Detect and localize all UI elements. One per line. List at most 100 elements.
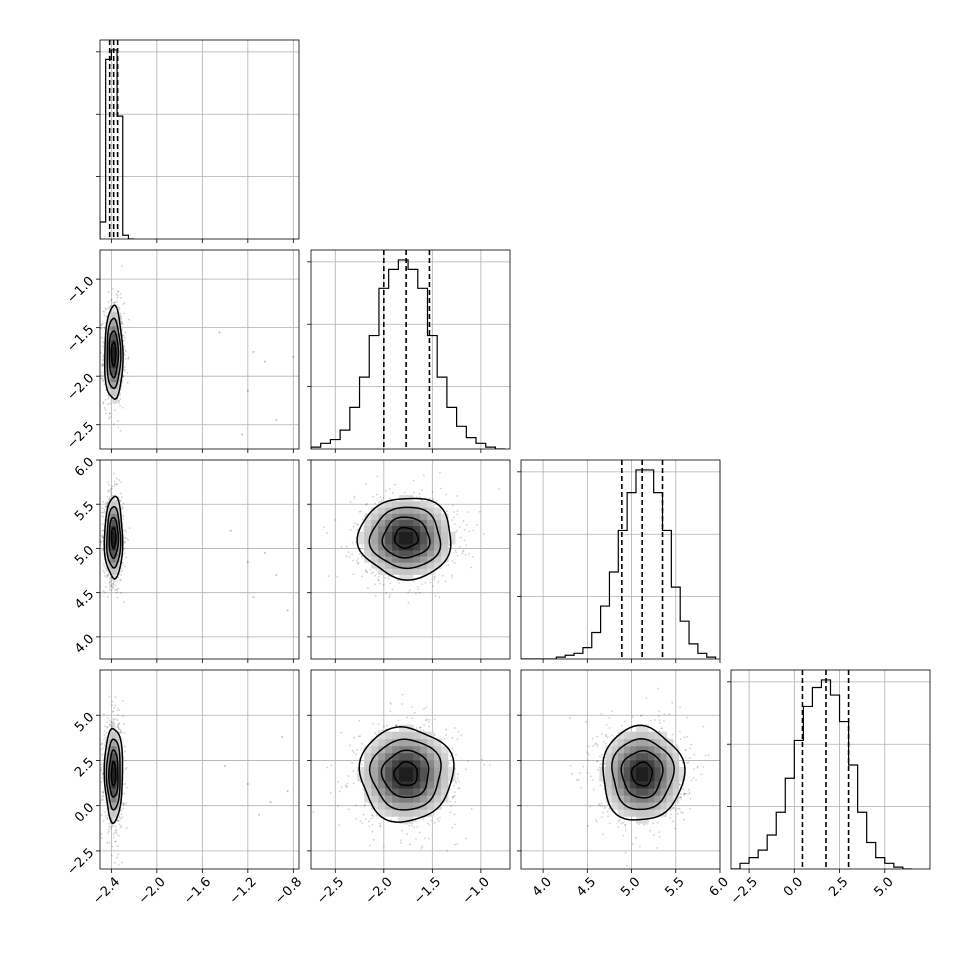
- sample-point: [365, 571, 368, 573]
- sample-point: [401, 703, 404, 705]
- sample-point: [103, 407, 106, 409]
- density-cell: [413, 525, 421, 533]
- sample-point: [125, 556, 128, 559]
- sample-point: [125, 537, 128, 540]
- sample-point: [107, 291, 110, 294]
- density-cell: [109, 388, 112, 397]
- sample-point: [101, 535, 104, 538]
- density-cell: [106, 774, 109, 782]
- sample-point: [356, 529, 359, 531]
- sample-point: [102, 379, 105, 381]
- sample-point: [113, 301, 116, 304]
- density-cell: [364, 537, 372, 545]
- density-cell: [120, 543, 123, 551]
- contour-1-sigma: [108, 516, 120, 560]
- density-cell: [105, 525, 108, 533]
- sample-point: [118, 709, 121, 711]
- sample-point: [105, 576, 108, 578]
- sample-point: [382, 583, 385, 586]
- density-cell: [116, 311, 119, 320]
- density-cell: [385, 513, 393, 520]
- density-cell: [113, 381, 116, 390]
- sample-point: [453, 511, 455, 513]
- sample-point: [120, 316, 123, 318]
- pair-panel-1-3: [307, 669, 511, 873]
- density-cell: [119, 346, 121, 355]
- density-cell: [441, 519, 449, 527]
- sample-point: [121, 505, 123, 508]
- density-cell: [109, 325, 112, 334]
- sample-point: [118, 723, 120, 726]
- density-cell: [406, 537, 414, 545]
- sample-point: [393, 483, 396, 486]
- sample-point: [109, 490, 112, 493]
- density-cell: [119, 738, 121, 747]
- sample-point: [120, 813, 123, 816]
- sample-point: [378, 575, 380, 578]
- density-cell: [116, 374, 119, 383]
- sample-point: [120, 567, 123, 570]
- sample-point: [115, 483, 118, 486]
- sample-point: [368, 825, 371, 828]
- sample-point: [101, 377, 104, 380]
- sample-point: [363, 805, 366, 808]
- contour-0.5-sigma: [110, 341, 117, 367]
- sample-point: [420, 499, 423, 502]
- sample-point: [121, 265, 123, 267]
- sample-point: [103, 744, 106, 747]
- sample-point: [433, 821, 436, 824]
- sample-point: [109, 416, 112, 418]
- sample-point: [372, 722, 374, 725]
- density-cell: [119, 745, 121, 754]
- sample-point: [340, 786, 343, 789]
- sample-point: [101, 536, 104, 539]
- sample-point: [102, 794, 105, 797]
- outlier-point-3: [275, 418, 278, 421]
- sample-point: [104, 725, 106, 728]
- sample-point: [111, 700, 114, 703]
- density-cell: [109, 809, 112, 817]
- density-cell: [113, 816, 116, 824]
- density-cell: [115, 374, 117, 383]
- sample-point: [347, 551, 350, 554]
- density-cell: [110, 519, 113, 527]
- density-cell: [110, 568, 113, 575]
- sample-point: [441, 574, 444, 577]
- sample-point: [463, 539, 466, 542]
- density-cell: [115, 388, 117, 397]
- sample-point: [409, 589, 411, 592]
- contour-1.5-sigma: [368, 506, 442, 570]
- sample-point: [349, 501, 352, 504]
- density-cell: [105, 752, 108, 761]
- sample-point: [371, 823, 374, 826]
- sample-point: [454, 727, 456, 729]
- sample-point: [443, 737, 445, 740]
- density-cell: [427, 562, 435, 569]
- density-cell: [427, 568, 435, 575]
- density-cell: [364, 543, 372, 551]
- sample-point: [326, 766, 329, 769]
- sample-point: [103, 510, 106, 513]
- density-cell: [110, 731, 113, 740]
- sample-point: [435, 500, 438, 502]
- density-cell: [110, 501, 113, 508]
- density-cell: [109, 537, 112, 545]
- outlier-point-0: [252, 350, 255, 353]
- sample-point: [121, 406, 124, 409]
- density-cell: [115, 556, 117, 563]
- sample-point: [102, 791, 105, 793]
- density-cell: [105, 550, 108, 557]
- sample-point: [111, 704, 114, 707]
- sample-point: [389, 710, 392, 713]
- sample-point: [351, 749, 354, 752]
- sample-point: [112, 823, 114, 826]
- sample-point: [389, 701, 392, 704]
- sample-point: [327, 575, 330, 578]
- sample-point: [356, 749, 358, 751]
- sample-point: [105, 731, 108, 734]
- sample-point: [352, 770, 355, 772]
- sample-point: [108, 417, 110, 420]
- sample-point: [125, 530, 128, 533]
- sample-point: [413, 491, 415, 494]
- sample-point: [102, 380, 105, 383]
